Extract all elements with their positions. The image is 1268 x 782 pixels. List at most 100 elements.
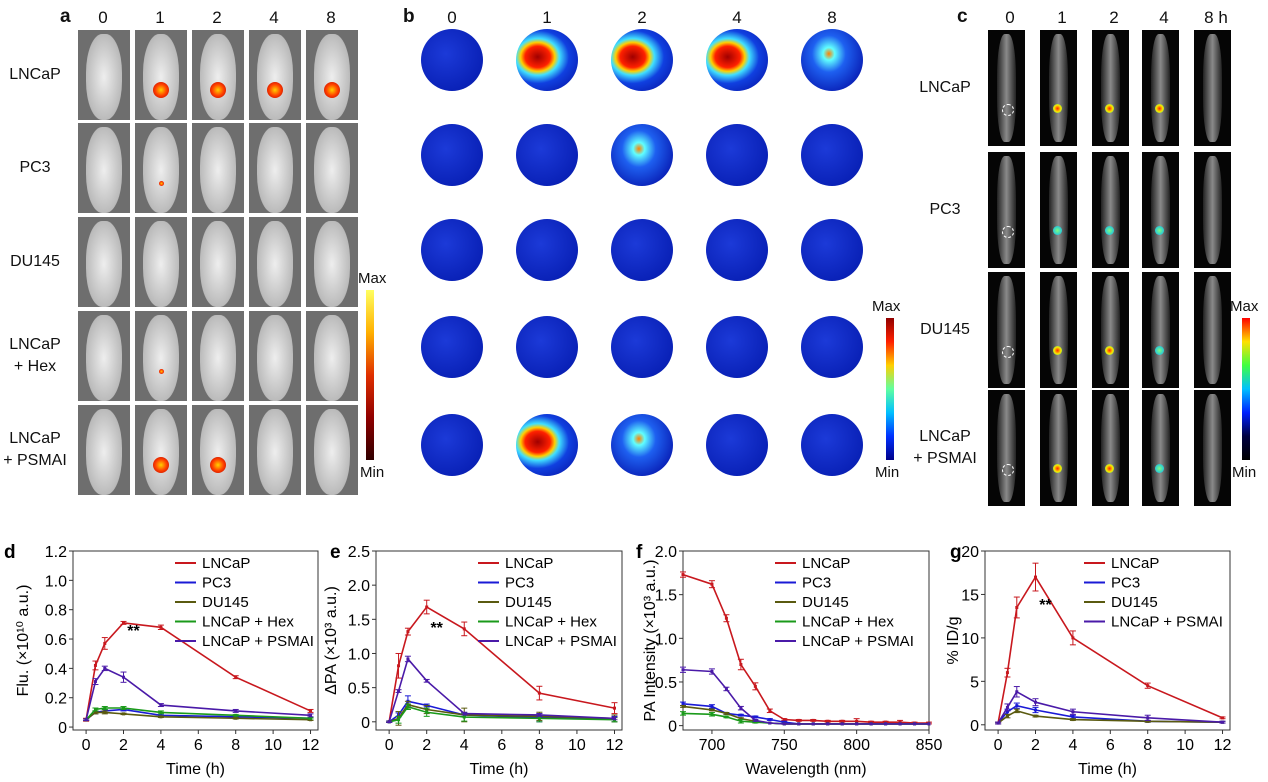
data-point [93,663,97,667]
mouse-body [257,127,293,213]
photoacoustic-image [421,316,483,378]
photoacoustic-image [421,414,483,476]
uptake-spot [1105,346,1114,355]
colorbar-a-min: Min [360,464,385,481]
fluorescence-image [192,123,244,213]
photoacoustic-image [801,219,863,281]
skeleton [1203,276,1222,384]
column-header-time: 4 [1159,8,1169,27]
column-header-time: 1 [1057,8,1067,27]
chart-d: d 0 2 4 6 8 10 12 0 0.2 0.4 0.6 0.8 1.0 1.2 Time (h) Flu… [4,542,320,778]
mouse-body [314,34,350,120]
x-tick-label: 6 [497,737,506,754]
pet-ct-image [1142,30,1179,146]
photoacoustic-image [611,316,673,378]
skeleton [1049,34,1068,142]
data-point [884,720,888,724]
column-header-time: 2 [212,8,222,27]
data-point [768,709,772,713]
row-label: PC3 [929,201,961,218]
x-tick-label: 4 [1068,737,1077,754]
fluorescence-image [135,30,187,120]
data-point [840,719,844,723]
x-tick-label: 12 [606,737,624,754]
data-point [869,722,873,726]
x-tick-label: 750 [771,737,798,754]
row-label: PC3 [19,159,51,176]
y-tick-label: 0.5 [655,675,677,692]
data-point [710,669,714,673]
y-tick-label: 1.0 [348,646,370,663]
photoacoustic-image [516,316,578,378]
skeleton [997,394,1016,502]
x-tick-label: 6 [194,737,203,754]
skeleton [1101,34,1120,142]
data-point [425,710,429,714]
row-label: DU145 [920,321,970,338]
y-tick-label: 0 [58,720,67,737]
data-point [1005,710,1009,714]
pet-ct-image [1040,30,1077,146]
skeleton [1101,394,1120,502]
fluorescence-image [135,123,187,213]
mouse-body [314,315,350,401]
x-tick-label: 8 [1143,737,1152,754]
data-point [1015,605,1019,609]
photoacoustic-image [611,414,673,476]
photoacoustic-image [801,29,863,91]
data-point [855,719,859,723]
y-tick-label: 2.0 [655,544,677,561]
mouse-body [86,409,122,495]
skeleton [1151,394,1170,502]
colorbar-c-min: Min [1232,464,1257,481]
skeleton [1101,276,1120,384]
mouse-body [143,34,179,120]
mouse-body [200,127,236,213]
y-tick-label: 0 [970,718,979,735]
mouse-body [200,315,236,401]
data-point [840,722,844,726]
pet-ct-image [1092,272,1129,388]
data-point [103,641,107,645]
data-point [826,719,830,723]
data-point [739,706,743,710]
plot-frame [682,550,930,731]
skeleton [997,276,1016,384]
mouse-body [143,221,179,307]
legend-entry: LNCaP [505,555,553,572]
signal-spot [158,368,164,374]
skeleton [1203,394,1222,502]
signal-spot [210,82,226,98]
data-point [724,687,728,691]
fluorescence-image [192,311,244,401]
data-point [681,702,685,706]
data-point [753,684,757,688]
data-point [811,718,815,722]
y-tick-label: 0 [668,719,677,736]
x-tick-label: 10 [568,737,586,754]
mouse-body [257,409,293,495]
data-point [739,663,743,667]
x-tick-label: 0 [385,737,394,754]
panel-label: f [636,542,643,563]
fluorescence-image [249,405,301,495]
uptake-spot [1155,464,1164,473]
mouse-body [200,34,236,120]
fluorescence-image [306,217,358,307]
data-point [234,716,238,720]
tumor-circle-marker [1002,226,1014,238]
panel-label: d [4,542,16,563]
photoacoustic-image [801,414,863,476]
data-point [103,710,107,714]
data-point [159,710,163,714]
y-tick-label: 0.8 [45,603,67,620]
data-point [753,718,757,722]
legend-entry: LNCaP + PSMAI [505,633,617,650]
photoacoustic-image [706,29,768,91]
skeleton [1049,394,1068,502]
data-point [1033,575,1037,579]
data-point [898,720,902,724]
x-tick-label: 850 [916,737,943,754]
colorbar-a [366,290,374,460]
fluorescence-image [306,311,358,401]
